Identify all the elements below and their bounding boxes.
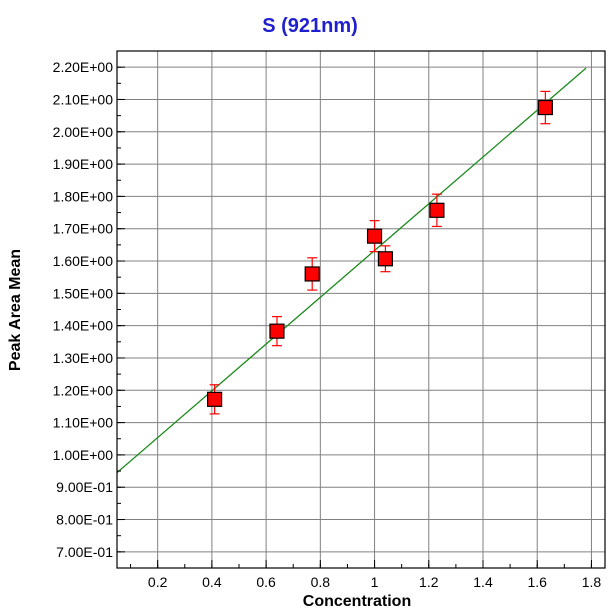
y-tick-label: 1.70E+00 <box>53 221 114 237</box>
square-marker <box>269 323 285 339</box>
y-tick-label: 2.10E+00 <box>53 91 114 107</box>
x-axis-label: Concentration <box>303 593 411 610</box>
grid <box>117 51 605 568</box>
x-tick-label: 0.2 <box>148 574 168 590</box>
y-tick-label: 1.40E+00 <box>53 318 114 334</box>
y-tick-label: 1.30E+00 <box>53 350 114 366</box>
data-point <box>304 257 320 291</box>
square-marker <box>304 266 320 282</box>
data-point <box>377 245 393 273</box>
data-point <box>269 316 285 347</box>
y-tick-label: 1.60E+00 <box>53 253 114 269</box>
y-tick-label: 1.10E+00 <box>53 415 114 431</box>
y-tick-label: 8.00E-01 <box>56 512 113 528</box>
chart-title: S (921nm) <box>262 15 358 37</box>
y-tick-label: 9.00E-01 <box>56 479 113 495</box>
y-axis-ticks: 7.00E-01 8.00E-01 9.00E-01 1.00E+00 1.10E+00… <box>53 59 125 560</box>
y-tick-label: 7.00E-01 <box>56 544 113 560</box>
plot-frame <box>116 50 606 569</box>
fit-line <box>116 67 587 474</box>
square-marker <box>537 99 553 116</box>
y-axis-label: Peak Area Mean <box>7 249 24 371</box>
y-tick-label: 1.20E+00 <box>53 382 114 398</box>
data-point <box>537 90 553 125</box>
y-tick-label: 1.00E+00 <box>53 447 114 463</box>
x-tick-label: 0.6 <box>256 574 276 590</box>
x-tick-label: 1.2 <box>419 574 439 590</box>
data-point <box>429 193 445 228</box>
x-tick-label: 1.4 <box>473 574 493 590</box>
square-marker <box>366 228 383 244</box>
square-marker <box>429 202 445 218</box>
y-tick-label: 2.00E+00 <box>53 124 114 140</box>
y-tick-label: 1.90E+00 <box>53 156 114 172</box>
fit-line-group <box>116 67 587 474</box>
y-tick-label: 1.50E+00 <box>53 285 114 301</box>
data-point <box>366 220 383 253</box>
y-tick-label: 2.20E+00 <box>53 59 114 75</box>
x-tick-label: 1.6 <box>527 574 547 590</box>
data-points <box>207 90 553 415</box>
square-marker <box>377 251 393 267</box>
y-tick-label: 1.80E+00 <box>53 188 114 204</box>
square-marker <box>207 391 223 407</box>
x-tick-label: 0.8 <box>311 574 331 590</box>
x-tick-label: 0.4 <box>202 574 222 590</box>
x-tick-label: 1 <box>371 574 379 590</box>
x-axis-ticks: 0.2 0.4 0.6 0.8 1 1.2 1.4 1.6 1.8 <box>130 560 602 590</box>
x-tick-label: 1.8 <box>582 574 602 590</box>
data-point <box>207 384 223 415</box>
